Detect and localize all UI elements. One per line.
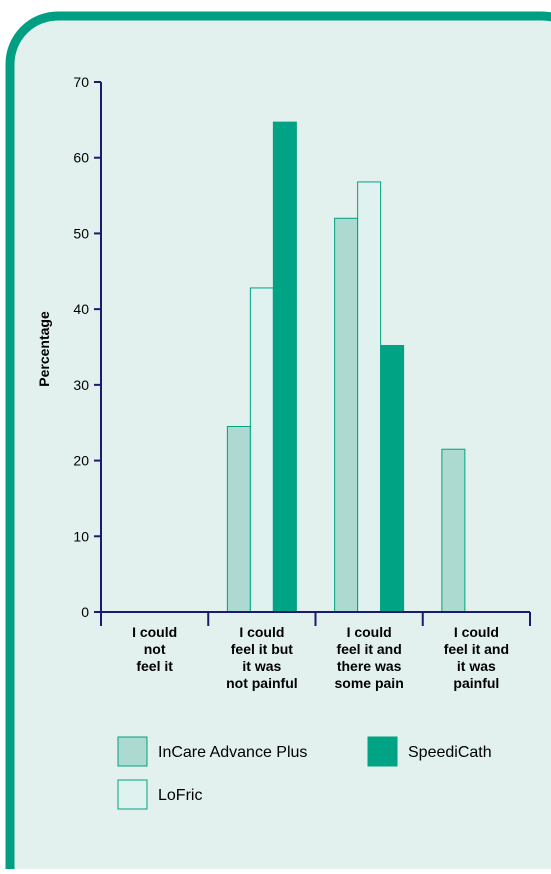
x-tick-label-line: some pain bbox=[335, 675, 404, 691]
y-tick-label: 40 bbox=[73, 301, 89, 317]
x-tick-label-line: feel it and bbox=[336, 641, 401, 657]
bar-lofric bbox=[357, 181, 382, 613]
y-ticks: 0 10 20 30 40 50 60 70 bbox=[73, 74, 101, 620]
x-tick-label-line: it was bbox=[457, 658, 496, 674]
x-tick-label-line: not painful bbox=[226, 675, 298, 691]
x-tick-label-line: I could bbox=[132, 624, 177, 640]
x-tick-label: I could feel it but it was not painful bbox=[226, 624, 298, 691]
legend-swatch bbox=[367, 736, 398, 767]
legend-swatch bbox=[117, 736, 148, 767]
y-axis-title: Percentage bbox=[36, 311, 52, 387]
y-tick-label: 10 bbox=[73, 528, 89, 544]
x-tick-labels: I could not feel itI could feel it but it wa… bbox=[132, 624, 509, 691]
y-tick-label: 50 bbox=[73, 225, 89, 241]
legend-swatch bbox=[117, 779, 148, 810]
x-tick-label-line: I could bbox=[454, 624, 499, 640]
x-tick-label-line: I could bbox=[347, 624, 392, 640]
x-tick-label-line: I could bbox=[239, 624, 284, 640]
x-tick-label-line: not bbox=[144, 641, 166, 657]
x-tick-label-line: feel it but bbox=[231, 641, 294, 657]
y-tick-label: 30 bbox=[73, 377, 89, 393]
y-tick-label: 60 bbox=[73, 150, 89, 166]
x-tick-label-line: there was bbox=[337, 658, 402, 674]
x-tick-label-line: it was bbox=[242, 658, 281, 674]
legend-label: SpeediCath bbox=[408, 744, 492, 761]
x-tick-label: I could feel it and there was some pain bbox=[335, 624, 404, 691]
bar-incare-advance-plus bbox=[334, 217, 359, 613]
legend: InCare Advance Plus LoFric SpeediCath bbox=[117, 736, 492, 810]
axes bbox=[100, 82, 531, 626]
y-tick-label: 20 bbox=[73, 453, 89, 469]
legend-label: LoFric bbox=[158, 787, 202, 804]
y-tick-label: 70 bbox=[73, 74, 89, 90]
x-tick-label: I could not feel it bbox=[132, 624, 177, 674]
x-tick-label: I could feel it and it was painful bbox=[444, 624, 509, 691]
y-tick-label: 0 bbox=[81, 604, 89, 620]
bar-incare-advance-plus bbox=[441, 448, 466, 613]
x-tick-label-line: feel it and bbox=[444, 641, 509, 657]
bar-lofric bbox=[249, 287, 274, 613]
bars bbox=[226, 121, 466, 613]
bar-speedicath bbox=[380, 344, 405, 613]
x-tick-label-line: feel it bbox=[136, 658, 173, 674]
bar-incare-advance-plus bbox=[226, 426, 251, 613]
bar-speedicath bbox=[272, 121, 297, 613]
x-tick-label-line: painful bbox=[453, 675, 499, 691]
legend-label: InCare Advance Plus bbox=[158, 744, 307, 761]
